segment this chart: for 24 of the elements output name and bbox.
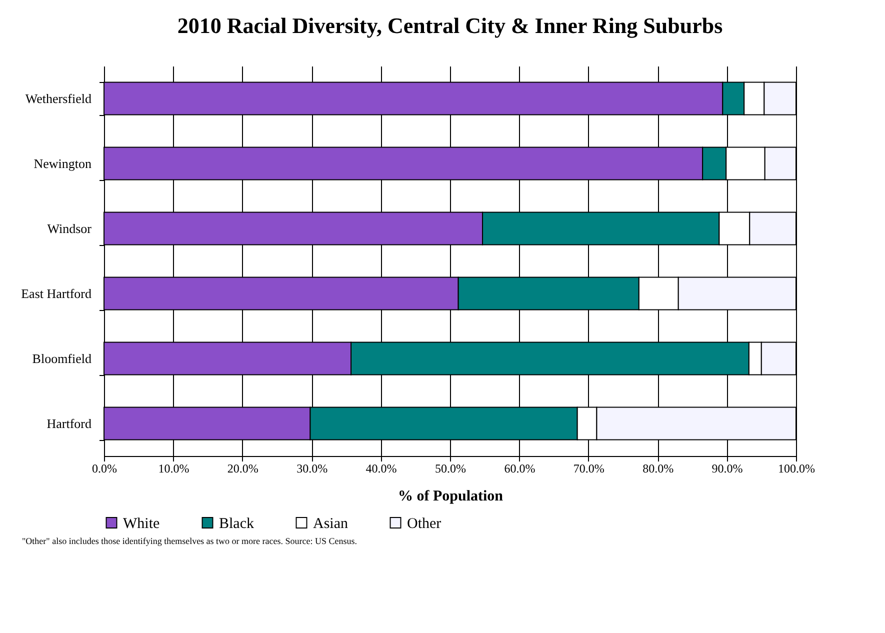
x-tick-label: 90.0% bbox=[712, 462, 743, 476]
legend-label: Black bbox=[219, 516, 254, 532]
x-tick-label: 0.0% bbox=[92, 462, 117, 476]
chart-title: 2010 Racial Diversity, Central City & Inner Ring Suburbs bbox=[177, 13, 724, 38]
x-tick-label: 50.0% bbox=[435, 462, 466, 476]
x-axis-title: % of Population bbox=[398, 488, 504, 504]
x-tick-label: 80.0% bbox=[642, 462, 674, 476]
legend-label: Other bbox=[407, 516, 442, 532]
x-tick-label: 40.0% bbox=[366, 462, 397, 476]
x-tick-label: 100.0% bbox=[778, 462, 815, 476]
x-tick-label: 20.0% bbox=[227, 462, 258, 476]
y-tick-label: East Hartford bbox=[21, 286, 92, 301]
y-tick-label: Hartford bbox=[46, 416, 92, 431]
legend-label: Asian bbox=[313, 516, 348, 532]
y-tick-label: Windsor bbox=[47, 221, 92, 236]
text: "Other" also includes those identifying themselves as two or more races. Source: US Census. bbox=[22, 536, 358, 546]
x-tick-label: 70.0% bbox=[573, 462, 604, 476]
legend-label: White bbox=[123, 516, 160, 532]
y-tick-label: Newington bbox=[34, 156, 92, 171]
y-tick-label: Bloomfield bbox=[32, 351, 92, 366]
y-tick-label: Wethersfield bbox=[25, 91, 92, 106]
x-tick-label: 30.0% bbox=[296, 462, 328, 476]
x-tick-label: 60.0% bbox=[504, 462, 536, 476]
x-tick-label: 10.0% bbox=[158, 462, 190, 476]
